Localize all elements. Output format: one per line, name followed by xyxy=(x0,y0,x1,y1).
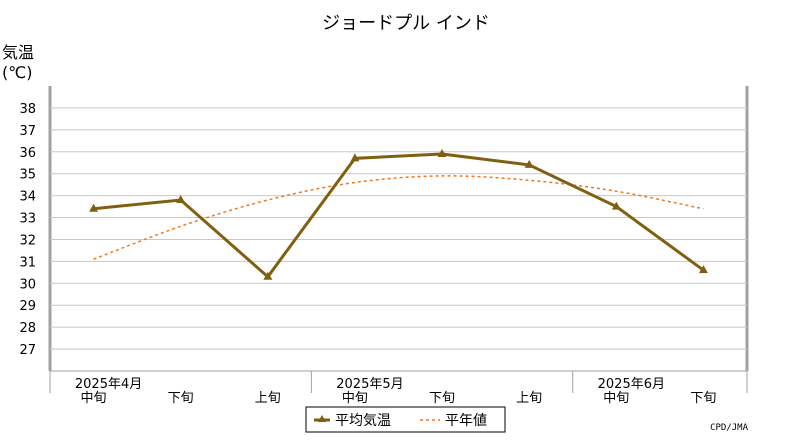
legend-box xyxy=(305,406,506,433)
series-mean-line xyxy=(93,152,705,279)
series-mean-point-6 xyxy=(611,201,621,210)
plot-area xyxy=(48,86,749,372)
credit-text: CPD/JMA xyxy=(710,423,749,433)
series-layer xyxy=(89,148,708,280)
legend-label-normal: 平年値 xyxy=(445,413,487,429)
grid-lines xyxy=(50,107,747,350)
y-tick-label-32: 32 xyxy=(19,233,36,248)
legend: 平均気温 平年値 xyxy=(305,406,506,433)
y-tick-label-34: 34 xyxy=(19,190,36,205)
x-tick-label-2: 上旬 xyxy=(255,391,281,406)
series-mean-point-3 xyxy=(350,153,360,162)
y-axis-label: 気温 xyxy=(2,43,34,62)
y-tick-label-30: 30 xyxy=(19,277,36,292)
series-mean-point-7 xyxy=(698,265,708,274)
x-tick-label-0: 中旬 xyxy=(81,391,107,406)
y-tick-label-38: 38 xyxy=(19,102,36,117)
y-axis-unit: (℃) xyxy=(2,63,32,82)
series-mean-point-1 xyxy=(176,195,186,203)
series-mean-point-4 xyxy=(437,148,447,157)
x-month-label-1: 2025年5月 xyxy=(336,377,403,392)
y-tick-label-28: 28 xyxy=(19,321,36,336)
x-tick-label-6: 中旬 xyxy=(603,391,629,406)
x-tick-label-4: 下旬 xyxy=(429,391,455,406)
series-normal-line xyxy=(93,175,704,260)
y-tick-label-29: 29 xyxy=(19,299,36,314)
y-tick-label-36: 36 xyxy=(19,146,36,161)
x-tick-label-5: 上旬 xyxy=(516,391,542,406)
x-tick-label-3: 中旬 xyxy=(342,391,368,406)
x-tick-label-1: 下旬 xyxy=(168,391,194,406)
chart-title: ジョードプル インド xyxy=(322,13,490,34)
series-mean-point-5 xyxy=(524,159,534,168)
plot-background xyxy=(50,86,747,371)
y-tick-label-31: 31 xyxy=(19,255,36,270)
y-axis-ticks: 27 28 29 30 31 32 33 34 35 36 37 38 xyxy=(19,102,36,358)
y-tick-label-35: 35 xyxy=(19,168,36,183)
y-tick-label-33: 33 xyxy=(19,212,36,227)
x-tick-label-7: 下旬 xyxy=(690,391,716,406)
y-tick-label-27: 27 xyxy=(19,343,36,358)
legend-label-mean: 平均気温 xyxy=(335,413,391,429)
series-mean-point-0 xyxy=(89,203,99,212)
x-month-label-0: 2025年4月 xyxy=(75,377,142,392)
legend-marker-mean xyxy=(318,415,326,422)
y-tick-label-37: 37 xyxy=(19,124,36,139)
series-mean-point-2 xyxy=(263,271,273,280)
x-month-label-2: 2025年6月 xyxy=(598,377,665,392)
